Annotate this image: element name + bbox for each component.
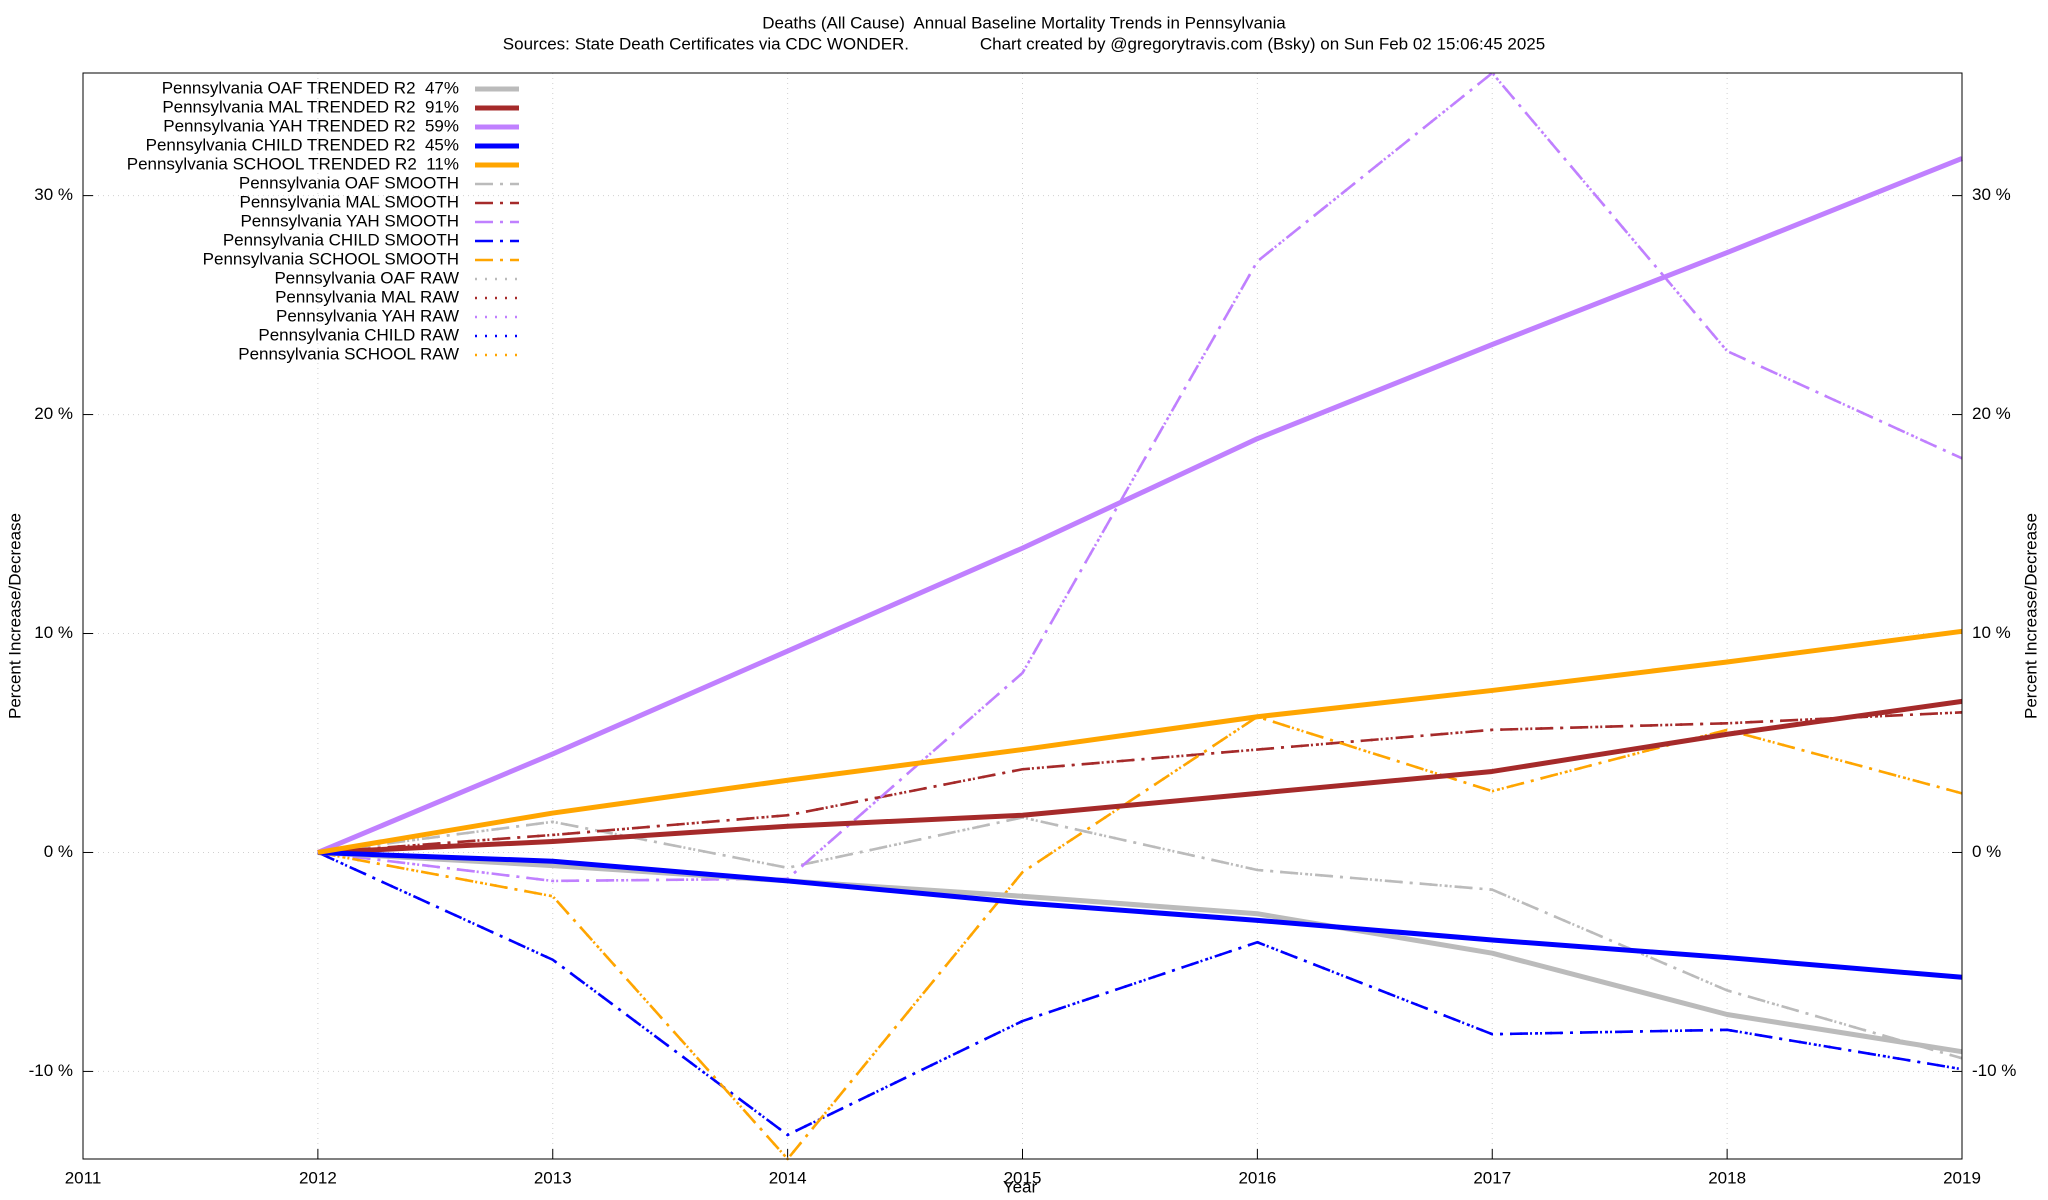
- legend-label: Pennsylvania YAH TRENDED R2 59%: [163, 116, 459, 135]
- series-line: [317, 851, 1963, 1137]
- x-axis-label: Year: [1003, 1177, 1038, 1196]
- y-tick-label: 10 %: [34, 623, 73, 642]
- series-line: [316, 156, 1963, 855]
- x-tick-label: 2018: [1708, 1168, 1746, 1187]
- series-line: [317, 849, 1963, 980]
- x-tick-label: 2016: [1238, 1168, 1276, 1187]
- y2-tick-label: -10 %: [1972, 1061, 2016, 1080]
- legend-label: Pennsylvania CHILD TRENDED R2 45%: [146, 135, 459, 154]
- legend-label: Pennsylvania YAH SMOOTH: [240, 211, 459, 230]
- x-tick-label: 2013: [534, 1168, 572, 1187]
- x-tick-label: 2011: [65, 1168, 102, 1187]
- series-line: [317, 851, 1963, 1137]
- legend-label: Pennsylvania OAF TRENDED R2 47%: [162, 78, 459, 97]
- legend-label: Pennsylvania MAL SMOOTH: [240, 192, 460, 211]
- series-line: [317, 698, 1963, 855]
- legend-label: Pennsylvania MAL TRENDED R2 91%: [162, 97, 459, 116]
- series-line: [317, 71, 1963, 883]
- series-line: [317, 711, 1963, 854]
- x-tick-label: 2014: [769, 1168, 807, 1187]
- x-tick-label: 2017: [1473, 1168, 1511, 1187]
- x-tick-label: 2015: [1004, 1168, 1042, 1187]
- legend-label: Pennsylvania SCHOOL RAW: [238, 344, 459, 363]
- legend-label: Pennsylvania OAF RAW: [274, 268, 459, 287]
- legend-label: Pennsylvania SCHOOL SMOOTH: [203, 249, 459, 268]
- y-axis-label: Percent Increase/Decrease: [5, 513, 24, 719]
- series-line: [317, 71, 1963, 883]
- series-line: [317, 715, 1963, 1161]
- legend-label: Pennsylvania SCHOOL TRENDED R2 11%: [127, 154, 459, 173]
- y2-tick-label: 0 %: [1972, 842, 2001, 861]
- series-line: [317, 715, 1963, 1161]
- y-tick-label: -10 %: [29, 1061, 73, 1080]
- legend-label: Pennsylvania MAL RAW: [275, 287, 459, 306]
- legend-label: Pennsylvania CHILD RAW: [258, 325, 459, 344]
- series-line: [317, 849, 1963, 1055]
- series-line: [317, 816, 1963, 1060]
- legend-label: Pennsylvania CHILD SMOOTH: [223, 230, 459, 249]
- plot-frame: [82, 72, 1963, 1160]
- y2-axis-label: Percent Increase/Decrease: [2021, 513, 2040, 719]
- y2-tick-label: 20 %: [1972, 404, 2011, 423]
- chart-subtitle: Sources: State Death Certificates via CD…: [503, 34, 1545, 53]
- y2-tick-label: 10 %: [1972, 623, 2011, 642]
- legend-label: Pennsylvania YAH RAW: [276, 306, 459, 325]
- x-tick-label: 2019: [1943, 1168, 1981, 1187]
- y-tick-label: 0 %: [44, 842, 73, 861]
- chart-title: Deaths (All Cause) Annual Baseline Morta…: [762, 13, 1286, 32]
- series-line: [317, 816, 1963, 1060]
- legend-label: Pennsylvania OAF SMOOTH: [239, 173, 459, 192]
- series-line: [317, 628, 1963, 855]
- y-tick-label: 30 %: [34, 185, 73, 204]
- y2-tick-label: 30 %: [1972, 185, 2011, 204]
- y-tick-label: 20 %: [34, 404, 73, 423]
- x-tick-label: 2012: [299, 1168, 337, 1187]
